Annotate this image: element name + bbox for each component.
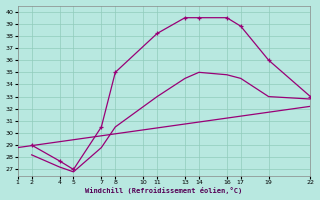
X-axis label: Windchill (Refroidissement éolien,°C): Windchill (Refroidissement éolien,°C) — [85, 187, 243, 194]
